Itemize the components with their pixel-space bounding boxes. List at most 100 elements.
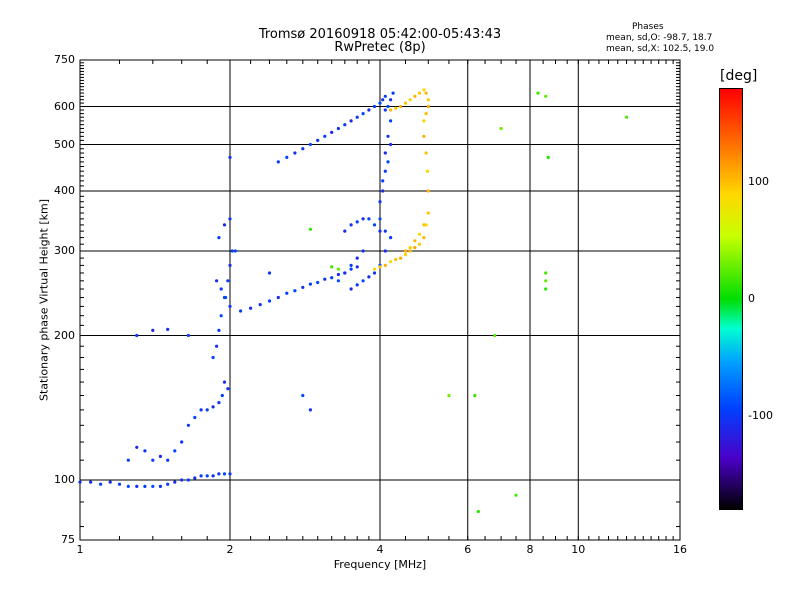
y-tick-label: 75	[61, 533, 75, 546]
colorbar-label: [deg]	[720, 68, 758, 84]
data-point	[378, 200, 382, 204]
data-point	[403, 249, 408, 253]
data-point	[323, 134, 327, 138]
data-point	[186, 333, 190, 338]
data-point	[180, 440, 184, 444]
data-point	[186, 423, 190, 427]
data-point	[343, 229, 347, 233]
data-point	[426, 189, 430, 193]
data-point	[215, 279, 219, 283]
data-point	[422, 223, 426, 227]
data-point	[143, 449, 147, 453]
y-tick-label: 200	[54, 328, 75, 342]
data-point	[383, 249, 387, 253]
data-point	[381, 189, 385, 193]
x-tick-label: 1	[76, 543, 84, 556]
data-point	[378, 229, 382, 233]
data-point	[217, 328, 221, 332]
data-point	[220, 393, 224, 398]
data-point	[426, 98, 430, 102]
data-point	[308, 227, 312, 231]
data-point	[336, 272, 340, 277]
data-point	[336, 126, 340, 131]
data-point	[228, 217, 232, 221]
chart-title: Tromsø 20160918 05:42:00-05:43:43	[258, 27, 502, 42]
data-point	[186, 478, 190, 482]
data-point	[293, 289, 297, 293]
data-point	[355, 265, 359, 269]
data-point	[544, 94, 548, 98]
data-point	[222, 223, 227, 227]
data-point	[78, 480, 82, 484]
data-point	[389, 260, 393, 264]
y-tick-label: 400	[54, 184, 75, 198]
data-point	[301, 285, 305, 289]
data-point	[267, 299, 272, 303]
data-point	[276, 160, 280, 164]
data-point	[378, 217, 382, 221]
data-point	[625, 115, 629, 119]
data-point	[389, 98, 393, 102]
data-point	[222, 472, 227, 476]
data-point	[383, 108, 387, 112]
phase-stats-o: mean, sd,O: -98.7, 18.7	[606, 33, 713, 43]
data-point	[239, 309, 243, 313]
data-point	[301, 147, 305, 151]
data-point	[330, 276, 334, 280]
data-point	[301, 393, 305, 398]
data-point	[372, 223, 377, 227]
data-point	[383, 263, 387, 267]
data-point	[493, 333, 497, 338]
data-point	[413, 239, 417, 243]
data-point	[219, 287, 223, 291]
data-point	[126, 458, 130, 462]
colorbar	[719, 88, 743, 510]
data-point	[336, 279, 340, 283]
data-point	[211, 474, 215, 478]
data-point	[330, 130, 334, 134]
data-point	[211, 355, 215, 360]
chart-subtitle: RwPretec (8p)	[334, 40, 426, 55]
data-point	[394, 257, 398, 262]
phase-stats-title: Phases	[632, 22, 664, 32]
data-point	[417, 91, 422, 95]
data-point	[143, 484, 147, 488]
data-point	[226, 387, 230, 391]
data-point	[211, 405, 215, 409]
data-point	[173, 449, 177, 453]
data-point	[308, 142, 312, 147]
data-point	[308, 408, 312, 412]
data-point	[276, 295, 280, 300]
data-point	[383, 151, 387, 155]
data-point	[151, 328, 155, 332]
x-tick-label: 16	[673, 543, 687, 556]
data-point	[89, 480, 93, 484]
data-point	[424, 151, 428, 155]
data-point	[408, 246, 412, 250]
data-point	[226, 279, 230, 283]
data-point	[349, 119, 353, 123]
data-point	[426, 211, 430, 215]
data-point	[544, 287, 548, 291]
data-point	[228, 472, 232, 476]
data-point	[367, 217, 371, 221]
data-point	[514, 493, 518, 497]
data-point	[349, 287, 353, 291]
data-point	[389, 142, 393, 147]
data-point	[383, 169, 387, 173]
data-point	[413, 246, 417, 250]
y-tick-label: 500	[54, 137, 75, 151]
y-axis-label: Stationary phase Virtual Height [km]	[37, 198, 51, 402]
data-point	[205, 474, 209, 478]
data-point	[228, 263, 232, 267]
data-point	[349, 263, 353, 267]
data-point	[372, 104, 377, 109]
data-point	[447, 393, 451, 398]
data-point	[285, 155, 289, 159]
data-point	[361, 249, 365, 253]
data-point	[99, 482, 103, 486]
data-point	[355, 115, 359, 119]
data-point	[378, 101, 382, 105]
data-point	[355, 283, 359, 287]
